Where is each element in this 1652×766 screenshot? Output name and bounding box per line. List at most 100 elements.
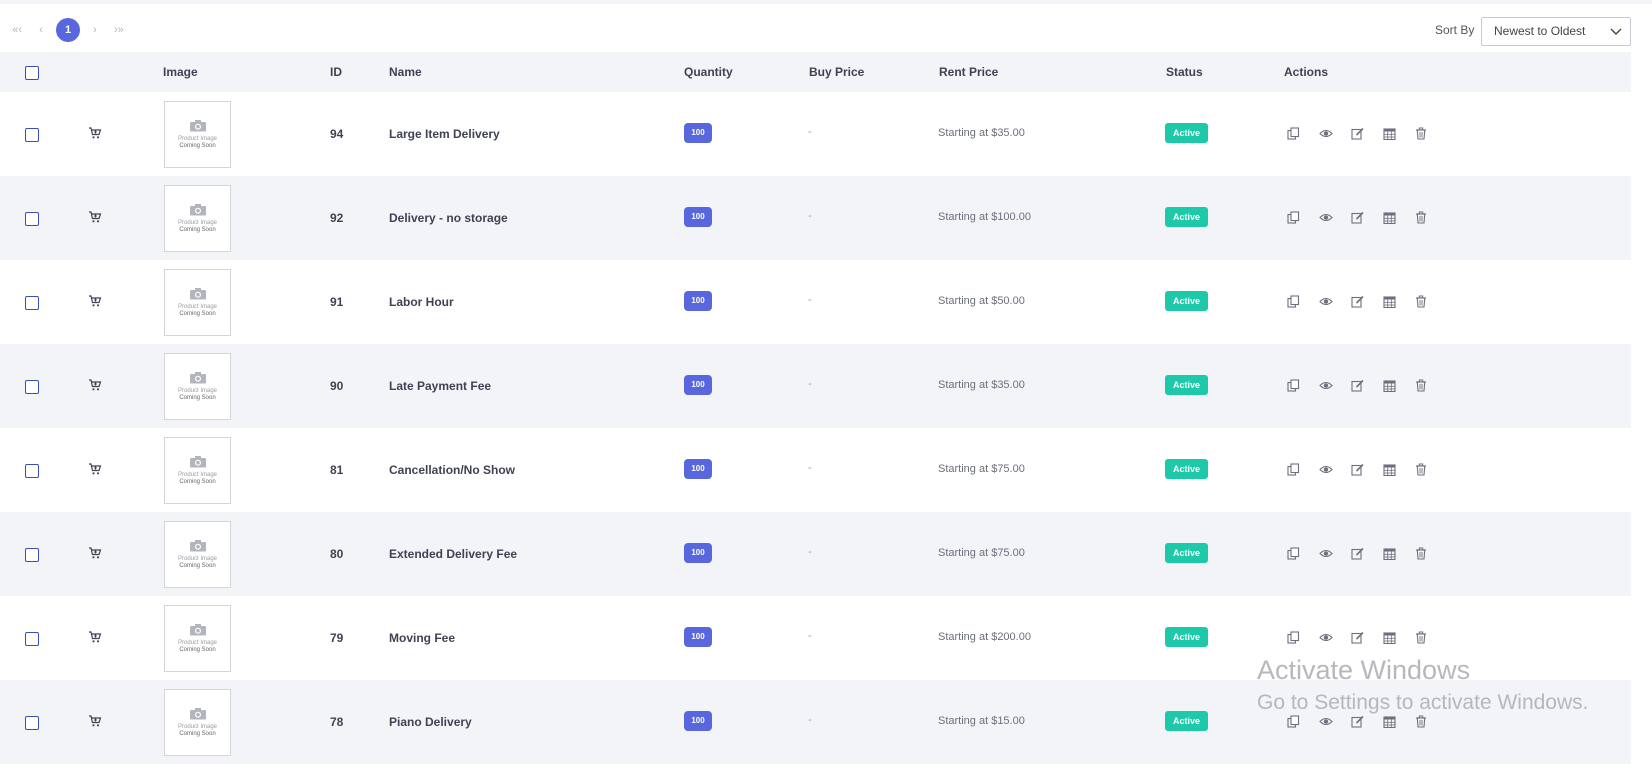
product-image-placeholder[interactable]: Product Image Coming Soon [164,269,231,336]
product-name[interactable]: Delivery - no storage [389,211,508,225]
product-image-placeholder[interactable]: Product Image Coming Soon [164,353,231,420]
sort-by-select[interactable]: Newest to Oldest [1481,17,1631,46]
product-image-placeholder[interactable]: Product Image Coming Soon [164,437,231,504]
row-checkbox[interactable] [25,464,39,478]
header-quantity[interactable]: Quantity [684,65,733,79]
cart-icon[interactable] [88,462,102,476]
copy-icon[interactable] [1287,126,1319,140]
cart-icon[interactable] [88,630,102,644]
quantity-badge: 100 [684,711,712,731]
eye-icon[interactable] [1319,378,1351,392]
product-name[interactable]: Labor Hour [389,295,454,309]
row-actions [1287,126,1447,140]
header-rent-price[interactable]: Rent Price [939,65,999,79]
header-buy-price[interactable]: Buy Price [809,65,865,79]
product-image-placeholder[interactable]: Product Image Coming Soon [164,521,231,588]
eye-icon[interactable] [1319,714,1351,728]
calendar-icon[interactable] [1383,630,1415,644]
row-checkbox[interactable] [25,548,39,562]
rent-price: Starting at $200.00 [938,631,1031,643]
select-all-checkbox[interactable] [25,66,39,80]
trash-icon[interactable] [1415,378,1447,392]
copy-icon[interactable] [1287,294,1319,308]
copy-icon[interactable] [1287,714,1319,728]
cart-icon[interactable] [88,378,102,392]
cart-icon[interactable] [88,714,102,728]
cart-icon[interactable] [88,210,102,224]
product-image-placeholder[interactable]: Product Image Coming Soon [164,101,231,168]
status-badge: Active [1165,711,1208,731]
calendar-icon[interactable] [1383,378,1415,392]
product-name[interactable]: Large Item Delivery [389,127,500,141]
cart-icon[interactable] [88,126,102,140]
row-checkbox[interactable] [25,212,39,226]
copy-icon[interactable] [1287,378,1319,392]
trash-icon[interactable] [1415,714,1447,728]
product-name[interactable]: Extended Delivery Fee [389,547,518,561]
trash-icon[interactable] [1415,630,1447,644]
eye-icon[interactable] [1319,210,1351,224]
placeholder-text: Product Image [177,640,218,646]
copy-icon[interactable] [1287,546,1319,560]
trash-icon[interactable] [1415,210,1447,224]
product-image-placeholder[interactable]: Product Image Coming Soon [164,185,231,252]
header-name[interactable]: Name [389,65,422,79]
edit-icon[interactable] [1351,462,1383,476]
pagination-last[interactable]: ›» [114,24,124,36]
eye-icon[interactable] [1319,546,1351,560]
header-actions: Actions [1284,65,1329,79]
row-checkbox[interactable] [25,380,39,394]
edit-icon[interactable] [1351,378,1383,392]
eye-icon[interactable] [1319,462,1351,476]
pagination-first[interactable]: «‹ [12,24,22,36]
pagination-current-page[interactable]: 1 [56,18,80,42]
row-checkbox[interactable] [25,128,39,142]
product-image-placeholder[interactable]: Product Image Coming Soon [164,605,231,672]
calendar-icon[interactable] [1383,210,1415,224]
eye-icon[interactable] [1319,126,1351,140]
row-checkbox[interactable] [25,632,39,646]
edit-icon[interactable] [1351,714,1383,728]
table-row: Product Image Coming Soon 79 Moving Fee 100 -… [0,596,1631,680]
product-name[interactable]: Moving Fee [389,631,456,645]
calendar-icon[interactable] [1383,462,1415,476]
copy-icon[interactable] [1287,210,1319,224]
placeholder-text: Product Image [177,724,218,730]
edit-icon[interactable] [1351,630,1383,644]
placeholder-text: Product Image [177,556,218,562]
header-id[interactable]: ID [330,65,342,79]
row-checkbox[interactable] [25,296,39,310]
header-status[interactable]: Status [1166,65,1203,79]
row-checkbox[interactable] [25,716,39,730]
eye-icon[interactable] [1319,630,1351,644]
trash-icon[interactable] [1415,126,1447,140]
copy-icon[interactable] [1287,630,1319,644]
calendar-icon[interactable] [1383,714,1415,728]
rent-price: Starting at $100.00 [938,211,1031,223]
row-actions [1287,210,1447,224]
calendar-icon[interactable] [1383,294,1415,308]
trash-icon[interactable] [1415,546,1447,560]
calendar-icon[interactable] [1383,546,1415,560]
calendar-icon[interactable] [1383,126,1415,140]
header-image[interactable]: Image [163,65,198,79]
edit-icon[interactable] [1351,294,1383,308]
edit-icon[interactable] [1351,546,1383,560]
product-name[interactable]: Cancellation/No Show [389,463,516,477]
pagination-prev[interactable]: ‹ [39,24,43,36]
product-image-placeholder[interactable]: Product Image Coming Soon [164,689,231,756]
quantity-badge: 100 [684,207,712,227]
edit-icon[interactable] [1351,210,1383,224]
cart-icon[interactable] [88,294,102,308]
pagination-next[interactable]: › [93,24,97,36]
product-name[interactable]: Late Payment Fee [389,379,492,393]
trash-icon[interactable] [1415,462,1447,476]
trash-icon[interactable] [1415,294,1447,308]
edit-icon[interactable] [1351,126,1383,140]
cart-icon[interactable] [88,546,102,560]
product-id: 92 [330,211,344,225]
eye-icon[interactable] [1319,294,1351,308]
product-name[interactable]: Piano Delivery [389,715,472,729]
copy-icon[interactable] [1287,462,1319,476]
row-actions [1287,714,1447,728]
